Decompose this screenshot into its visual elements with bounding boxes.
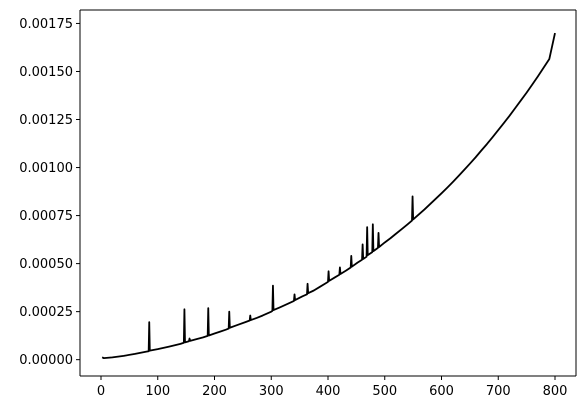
y-tick-label: 0.00150	[19, 65, 73, 80]
x-tick-label: 500	[372, 384, 397, 399]
series-line-0	[101, 32, 556, 360]
x-tick-label: 800	[543, 384, 568, 399]
y-tick-label: 0.00175	[19, 17, 73, 32]
x-tick-label: 100	[145, 384, 170, 399]
series-layer	[101, 32, 556, 360]
x-tick-label: 0	[97, 384, 105, 399]
y-tick-label: 0.00025	[19, 305, 73, 320]
y-tick-label: 0.00050	[19, 257, 73, 272]
y-tick-label: 0.00000	[19, 353, 73, 368]
x-tick-label: 400	[316, 384, 341, 399]
plot-area	[79, 9, 577, 377]
y-axis: 0.00000 0.00025 0.00050 0.00075 0.00100 0.001…	[19, 17, 80, 368]
y-tick-label: 0.00125	[19, 113, 73, 128]
plot-background	[80, 10, 576, 376]
x-tick-label: 600	[429, 384, 454, 399]
x-tick-label: 700	[486, 384, 511, 399]
y-tick-label: 0.00075	[19, 209, 73, 224]
y-tick-label: 0.00100	[19, 161, 73, 176]
x-axis: 0 100 200 300 400 500 600 700 800	[97, 376, 568, 399]
x-tick-label: 300	[259, 384, 284, 399]
x-tick-label: 200	[202, 384, 227, 399]
